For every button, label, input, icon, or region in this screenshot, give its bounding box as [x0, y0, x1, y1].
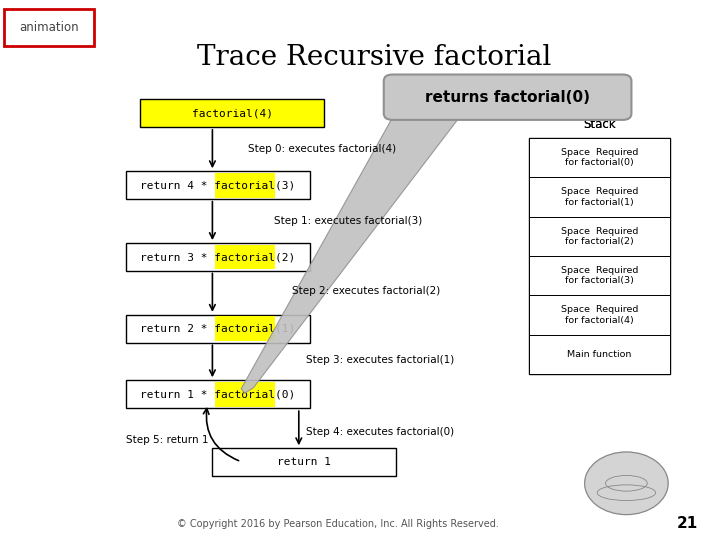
Bar	[215, 382, 275, 407]
Text: © Copyright 2016 by Pearson Education, Inc. All Rights Reserved.: © Copyright 2016 by Pearson Education, I…	[177, 519, 500, 529]
Bar	[126, 315, 310, 343]
Text: Space  Required
for factorial(3): Space Required for factorial(3)	[561, 266, 638, 285]
Polygon shape	[241, 111, 464, 393]
Bar	[140, 99, 324, 127]
Text: Step 4: executes factorial(0): Step 4: executes factorial(0)	[306, 427, 454, 437]
Text: return 4 * factorial(3): return 4 * factorial(3)	[140, 180, 295, 190]
Text: 21: 21	[677, 516, 698, 531]
Text: Space  Required
for factorial(2): Space Required for factorial(2)	[561, 227, 638, 246]
Circle shape	[585, 452, 668, 515]
Bar	[215, 316, 275, 341]
Text: Space  Required
for factorial(0): Space Required for factorial(0)	[561, 148, 638, 167]
Text: Stack: Stack	[583, 118, 616, 131]
Bar	[529, 217, 670, 256]
Bar	[126, 243, 310, 271]
Text: Step 5: return 1: Step 5: return 1	[126, 435, 209, 445]
FancyBboxPatch shape	[4, 9, 94, 46]
Text: return 2 * factorial(1): return 2 * factorial(1)	[140, 324, 295, 334]
Text: Step 2: executes factorial(2): Step 2: executes factorial(2)	[292, 286, 440, 295]
Bar	[215, 245, 275, 269]
Bar	[212, 448, 396, 476]
Text: Step 3: executes factorial(1): Step 3: executes factorial(1)	[306, 355, 454, 365]
Bar	[529, 256, 670, 295]
Bar	[126, 171, 310, 199]
Text: Space  Required
for factorial(1): Space Required for factorial(1)	[561, 187, 638, 206]
Text: return 1 * factorial(0): return 1 * factorial(0)	[140, 389, 295, 399]
Bar	[529, 335, 670, 374]
Text: Stack: Stack	[583, 118, 616, 131]
Bar	[529, 138, 670, 177]
Bar	[529, 295, 670, 335]
Text: return 1: return 1	[277, 457, 331, 467]
Text: animation: animation	[19, 21, 78, 34]
Text: Main function: Main function	[567, 350, 631, 359]
Text: Step 1: executes factorial(3): Step 1: executes factorial(3)	[274, 216, 422, 226]
Bar	[529, 177, 670, 217]
Bar	[529, 138, 670, 374]
Text: Step 0: executes factorial(4): Step 0: executes factorial(4)	[248, 144, 397, 154]
Text: Space  Required
for factorial(4): Space Required for factorial(4)	[561, 306, 638, 325]
Text: return 3 * factorial(2): return 3 * factorial(2)	[140, 252, 295, 262]
Text: returns factorial(0): returns factorial(0)	[425, 90, 590, 105]
FancyBboxPatch shape	[384, 75, 631, 120]
Bar	[126, 380, 310, 408]
Text: Trace Recursive factorial: Trace Recursive factorial	[197, 44, 552, 71]
Bar	[215, 173, 275, 198]
Text: factorial(4): factorial(4)	[192, 109, 273, 118]
